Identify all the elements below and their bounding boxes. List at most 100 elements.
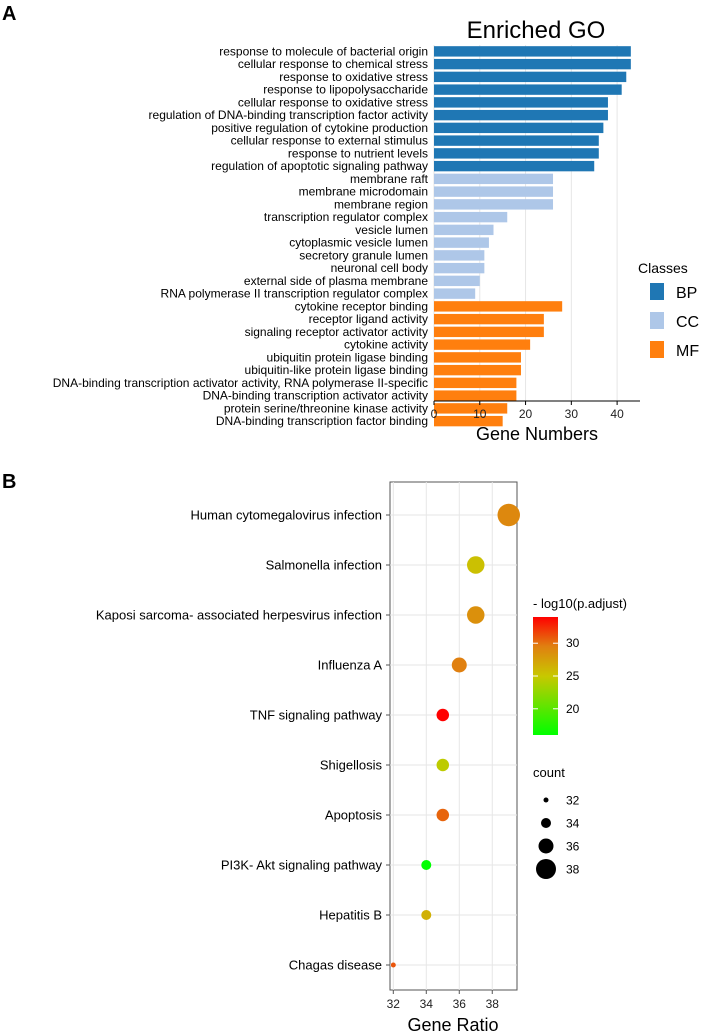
kegg-x-tick-label: 38 xyxy=(486,997,500,1011)
kegg-point xyxy=(421,910,432,920)
go-legend-swatch xyxy=(650,312,664,329)
go-bar xyxy=(434,377,517,389)
go-bar xyxy=(434,339,531,350)
go-bar xyxy=(434,250,485,261)
go-category-label: cellular response to oxidative stress xyxy=(238,95,428,109)
go-category-label: transcription regulator complex xyxy=(264,210,428,224)
size-legend-dot xyxy=(543,797,549,803)
go-legend-swatch xyxy=(650,283,664,300)
kegg-plot-panel xyxy=(389,481,518,991)
go-x-axis-label: Gene Numbers xyxy=(476,424,598,444)
go-legend-label: BP xyxy=(676,285,697,302)
go-category-label: cytoplasmic vesicle lumen xyxy=(289,236,428,250)
go-legend-title: Classes xyxy=(638,260,688,276)
kegg-x-tick-label: 36 xyxy=(453,997,467,1011)
go-category-label: cytokine receptor binding xyxy=(295,299,428,313)
go-bar xyxy=(434,97,608,108)
panel-label-a: A xyxy=(2,3,16,25)
go-category-label: DNA-binding transcription factor binding xyxy=(216,414,428,428)
go-category-label: cytokine activity xyxy=(344,338,428,352)
size-legend-dot xyxy=(541,818,551,828)
go-bar xyxy=(434,211,508,223)
color-legend-tick-label: 25 xyxy=(566,669,580,683)
go-bar xyxy=(434,390,517,401)
go-category-label: response to lipopolysaccharide xyxy=(263,83,428,97)
go-category-label: external side of plasma membrane xyxy=(244,274,428,288)
go-bar xyxy=(434,237,489,248)
kegg-point xyxy=(421,860,432,870)
go-bar xyxy=(434,224,494,236)
go-bar xyxy=(434,58,631,70)
kegg-category-label: Influenza A xyxy=(318,658,383,673)
go-bar xyxy=(434,288,476,299)
kegg-x-tick-label: 34 xyxy=(420,997,434,1011)
go-category-label: signaling receptor activator activity xyxy=(245,325,428,339)
go-bar xyxy=(434,313,544,325)
go-bar xyxy=(434,364,521,376)
kegg-point xyxy=(390,962,396,968)
go-bar xyxy=(434,352,521,363)
go-category-label: vesicle lumen xyxy=(355,223,428,237)
go-x-tick-label: 0 xyxy=(431,407,438,421)
go-bar xyxy=(434,160,595,172)
go-bars xyxy=(434,46,631,427)
go-category-label: positive regulation of cytokine producti… xyxy=(211,121,428,135)
kegg-point xyxy=(467,556,485,574)
go-bar xyxy=(434,71,627,83)
go-category-label: regulation of DNA-binding transcription … xyxy=(149,108,428,122)
size-legend-label: 38 xyxy=(566,863,580,877)
kegg-x-axis-label: Gene Ratio xyxy=(407,1015,498,1035)
go-x-tick-label: 10 xyxy=(473,407,487,421)
go-category-label: cellular response to external stimulus xyxy=(231,134,428,148)
go-bar xyxy=(434,148,599,159)
go-category-label: protein serine/threonine kinase activity xyxy=(224,401,428,415)
size-legend-dot xyxy=(536,859,556,879)
go-x-tick-label: 40 xyxy=(610,407,624,421)
go-bar xyxy=(434,301,563,312)
kegg-category-label: Human cytomegalovirus infection xyxy=(191,508,382,523)
go-legend-label: MF xyxy=(676,343,699,360)
color-legend-title: - log10(p.adjust) xyxy=(533,596,627,611)
kegg-point xyxy=(436,758,450,772)
go-x-ticks: 0 10 20 30 40 xyxy=(431,401,624,421)
kegg-x-ticks: 32 34 36 38 xyxy=(387,990,500,1011)
color-legend-tick-label: 20 xyxy=(566,702,580,716)
size-legend: 32 34 36 38 xyxy=(536,794,580,879)
size-legend-dot xyxy=(538,838,554,854)
go-legend-swatch xyxy=(650,341,664,358)
kegg-gridlines xyxy=(390,482,517,990)
go-category-label: response to molecule of bacterial origin xyxy=(219,44,428,58)
go-category-label: regulation of apoptotic signaling pathwa… xyxy=(211,159,428,173)
go-bar xyxy=(434,275,480,287)
go-category-label: RNA polymerase II transcription regulato… xyxy=(161,287,428,301)
go-bar xyxy=(434,109,608,121)
kegg-category-label: Hepatitis B xyxy=(319,908,382,923)
size-legend-label: 36 xyxy=(566,840,580,854)
color-legend-ticks: 20 25 30 xyxy=(533,636,580,716)
go-legend: BP CC MF xyxy=(650,283,699,360)
kegg-category-label: Apoptosis xyxy=(325,808,383,823)
kegg-category-label: Kaposi sarcoma- associated herpesvirus i… xyxy=(96,608,382,623)
kegg-category-labels: Human cytomegalovirus infection Salmonell… xyxy=(96,508,390,973)
go-category-label: ubiquitin-like protein ligase binding xyxy=(245,363,428,377)
size-legend-label: 34 xyxy=(566,817,580,831)
go-category-label: receptor ligand activity xyxy=(309,312,428,326)
kegg-category-label: Chagas disease xyxy=(289,958,382,973)
go-category-label: DNA-binding transcription activator acti… xyxy=(203,389,428,403)
go-bar xyxy=(434,186,554,197)
panel-label-b: B xyxy=(2,471,16,493)
kegg-points xyxy=(390,503,521,968)
go-category-label: membrane region xyxy=(334,197,428,211)
go-bar xyxy=(434,122,604,134)
go-bar xyxy=(434,403,508,414)
go-category-label: response to oxidative stress xyxy=(279,70,428,84)
go-bar xyxy=(434,262,485,274)
kegg-point xyxy=(497,503,521,527)
go-category-label: cellular response to chemical stress xyxy=(238,57,428,71)
kegg-category-label: TNF signaling pathway xyxy=(250,708,383,723)
color-legend-tick-label: 30 xyxy=(566,636,580,650)
go-bar xyxy=(434,173,554,185)
kegg-point xyxy=(467,606,485,624)
go-bar xyxy=(434,84,622,95)
